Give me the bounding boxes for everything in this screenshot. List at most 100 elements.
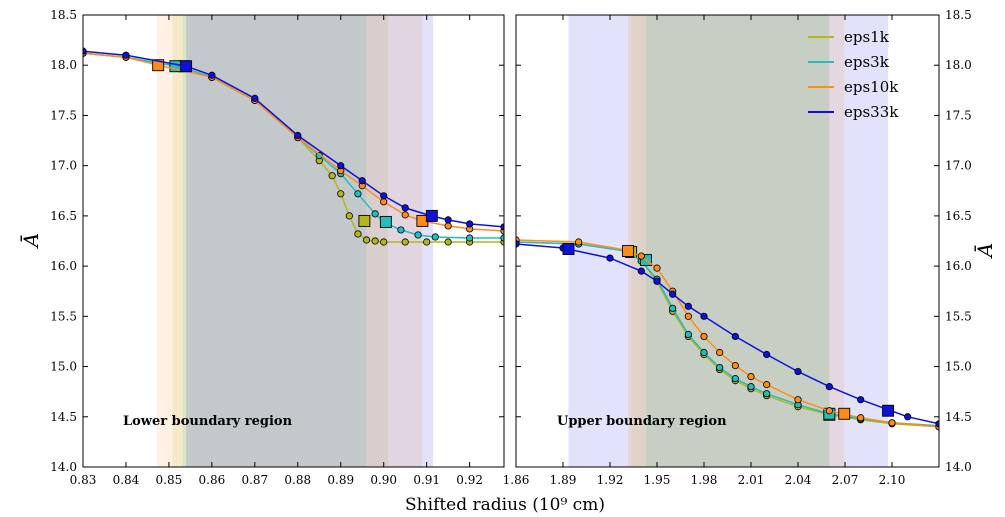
x-axis-title: Shifted radius (10⁹ cm) <box>405 495 605 515</box>
data-point-eps3k <box>371 210 379 218</box>
y-axis-title-right: Ā <box>973 243 997 259</box>
data-point-eps33k <box>794 367 802 376</box>
data-point-eps33k <box>208 71 216 79</box>
data-point-eps10k <box>444 222 452 230</box>
series-line-eps33k <box>516 243 939 425</box>
data-point-eps33k <box>358 177 366 185</box>
boundary-marker-eps33k <box>562 243 575 255</box>
data-point-eps1k <box>354 230 362 238</box>
data-point-eps33k <box>122 51 130 59</box>
legend-label-eps33k: eps33k <box>844 103 899 121</box>
data-point-eps33k <box>516 240 520 248</box>
data-point-eps33k <box>653 277 661 285</box>
data-point-eps33k <box>401 204 409 212</box>
x-tick-label: 0.91 <box>413 473 440 487</box>
data-point-eps3k <box>763 390 771 398</box>
data-point-eps33k <box>731 332 739 341</box>
x-tick-label: 1.89 <box>550 473 577 487</box>
data-point-eps10k <box>684 312 692 320</box>
boundary-band-3 <box>182 15 367 467</box>
data-point-eps33k <box>380 192 388 200</box>
x-tick-label: 1.92 <box>597 473 624 487</box>
data-point-eps3k <box>700 348 708 357</box>
x-tick-label: 2.04 <box>785 473 812 487</box>
data-point-eps33k <box>251 94 259 102</box>
boundary-band-3 <box>631 15 830 467</box>
data-point-eps10k <box>637 252 645 260</box>
y-tick-label-left: 16.0 <box>50 259 77 273</box>
y-tick-label-right: 14.0 <box>945 460 972 474</box>
boundary-marker-eps33k <box>180 60 193 73</box>
data-point-eps33k <box>444 216 452 224</box>
data-point-eps33k <box>700 312 708 320</box>
x-tick-label: 0.88 <box>284 473 311 487</box>
data-point-eps1k <box>328 172 336 180</box>
data-point-eps1k <box>380 238 388 246</box>
x-tick-label: 0.89 <box>327 473 354 487</box>
series-line-eps3k <box>83 52 504 239</box>
y-tick-label-right: 18.0 <box>945 58 972 72</box>
x-tick-label: 2.10 <box>879 473 906 487</box>
y-tick-label-left: 18.0 <box>50 58 77 72</box>
boundary-band-4 <box>646 15 830 467</box>
boundary-marker-eps33k <box>425 209 438 222</box>
y-tick-label-left: 17.0 <box>50 159 77 173</box>
y-tick-label-right: 14.5 <box>945 410 972 424</box>
y-tick-label-right: 15.5 <box>945 309 972 323</box>
x-tick-label: 0.92 <box>456 473 483 487</box>
y-tick-label-right: 17.0 <box>945 159 972 173</box>
plot-frame <box>515 14 940 468</box>
y-tick-label-right: 17.5 <box>945 108 972 122</box>
data-point-eps3k <box>414 231 422 239</box>
data-point-eps1k <box>444 238 452 246</box>
data-point-eps3k <box>684 330 692 339</box>
data-point-eps33k <box>684 302 692 310</box>
annotation-lower-boundary: Lower boundary region <box>123 414 293 429</box>
y-tick-label-right: 18.5 <box>945 8 972 22</box>
legend-label-eps1k: eps1k <box>844 28 890 46</box>
plot-frame <box>82 14 505 468</box>
data-point-eps1k <box>337 190 345 198</box>
boundary-marker-eps3k <box>379 215 392 228</box>
x-tick-label: 0.85 <box>156 473 183 487</box>
data-point-eps33k <box>904 413 912 421</box>
y-tick-label-right: 16.0 <box>945 259 972 273</box>
x-tick-label: 0.83 <box>70 473 97 487</box>
data-point-eps10k <box>794 396 802 404</box>
x-tick-label: 1.95 <box>644 473 671 487</box>
data-point-eps10k <box>401 211 409 219</box>
data-point-eps10k <box>716 348 724 357</box>
x-tick-label: 0.84 <box>113 473 140 487</box>
data-point-eps3k <box>747 383 755 391</box>
data-point-eps10k <box>575 238 583 246</box>
data-point-eps33k <box>337 162 345 170</box>
y-tick-label-right: 15.0 <box>945 360 972 374</box>
boundary-marker-eps1k <box>358 214 371 227</box>
y-axis-title-left: Ā <box>19 233 43 249</box>
y-tick-label-left: 15.0 <box>50 360 77 374</box>
data-point-eps10k <box>700 332 708 341</box>
legend-label-eps10k: eps10k <box>844 78 899 96</box>
upper-boundary-panel: 1.86 1.89 1.92 1.95 1.98 2.01 2.04 2.07 2.10 14.… <box>503 8 972 487</box>
boundary-band-4 <box>186 15 434 467</box>
series-line-eps10k <box>83 52 504 232</box>
x-tick-label: 0.87 <box>241 473 268 487</box>
data-point-eps10k <box>731 361 739 370</box>
x-tick-label: 2.01 <box>738 473 765 487</box>
data-point-eps10k <box>380 198 388 206</box>
data-point-eps10k <box>763 381 771 389</box>
data-point-eps3k <box>731 375 739 383</box>
x-tick-label: 0.90 <box>370 473 397 487</box>
y-tick-label-left: 15.5 <box>50 309 77 323</box>
data-point-eps10k <box>653 264 661 272</box>
data-point-eps3k <box>669 304 677 312</box>
y-tick-label-left: 14.5 <box>50 410 77 424</box>
y-tick-label-left: 17.5 <box>50 108 77 122</box>
legend: eps1k eps3k eps10k eps33k <box>808 28 899 121</box>
data-point-eps33k <box>763 350 771 359</box>
boundary-band-2 <box>172 15 389 467</box>
data-point-eps1k <box>423 238 431 246</box>
data-point-eps3k <box>397 226 405 234</box>
lower-boundary-panel: 0.83 0.84 0.85 0.86 0.87 0.88 0.89 0.90 0.91 0.92… <box>50 8 505 487</box>
